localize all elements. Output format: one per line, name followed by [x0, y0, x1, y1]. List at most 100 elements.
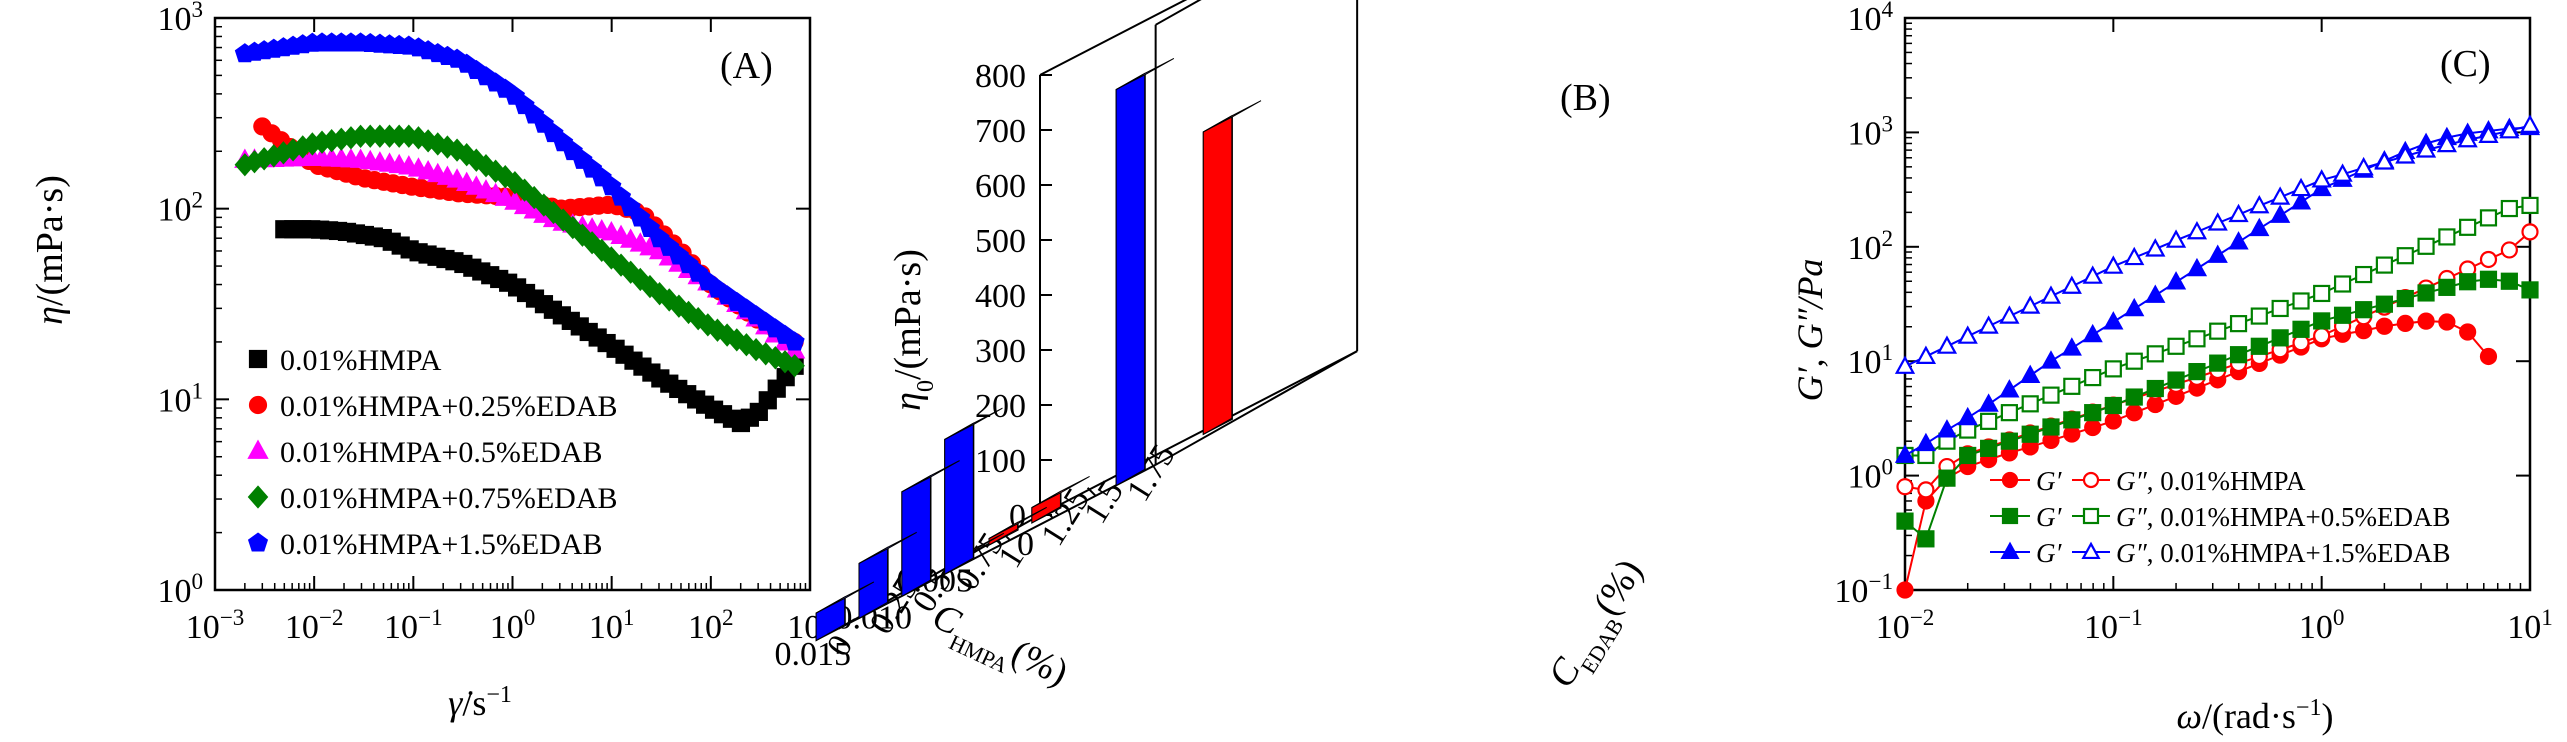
panel-c-point — [2375, 295, 2393, 313]
panel-c-point — [2396, 314, 2414, 333]
panel-c-x-tick-label-base: 10 — [1876, 609, 1910, 646]
panel-c-legend-label: G″, 0.01%HMPA+0.5%EDAB — [2116, 502, 2451, 532]
panel-c-point — [1936, 335, 1958, 354]
panel-c-point — [1915, 345, 1937, 364]
panel-a-x-tick-label: 10−1 — [384, 605, 443, 646]
panel-c-point — [2145, 284, 2166, 303]
panel-a-y-tick-label-base: 10 — [157, 382, 191, 419]
panel-c-point — [2165, 271, 2187, 290]
panel-c-legend-marker-open — [2082, 507, 2100, 525]
panel-b-x-tick — [844, 618, 856, 626]
panel-c-y-axis-label: G′, G″/Pa — [1790, 259, 1830, 402]
panel-c-x-tick-label-exponent: 0 — [2333, 605, 2345, 631]
panel-a-x-tick-label-exponent: 1 — [623, 605, 635, 631]
panel-c-legend-marker-open — [2082, 471, 2100, 489]
panel-c-y-tick-label: 103 — [1847, 111, 1893, 152]
panel-b-z-unit: /(mPa·s) — [887, 249, 929, 380]
panel-c-point — [2188, 363, 2206, 381]
panel-c-x-tick-label: 10−1 — [2084, 605, 2143, 646]
panel-b-bar-blue-front — [901, 474, 931, 598]
panel-a-point — [784, 331, 805, 351]
panel-a-legend-label: 0.01%HMPA — [280, 344, 442, 377]
panel-c-point — [2436, 133, 2457, 153]
panel-c-y-tick-label-base: 10 — [1847, 344, 1881, 381]
panel-c-x-tick-label-exponent: −2 — [1910, 605, 1935, 631]
panel-c-point — [1978, 393, 1999, 412]
panel-a-y-tick-label-base: 10 — [157, 573, 191, 610]
panel-c-point — [2125, 404, 2143, 422]
panel-c-point — [2519, 114, 2541, 133]
panel-c-point — [2145, 238, 2166, 257]
panel-c-point — [2249, 194, 2270, 214]
panel-a-legend-label: 0.01%HMPA+0.75%EDAB — [280, 482, 618, 515]
panel-a-legend-marker — [248, 395, 268, 415]
panel-b-bar-blue-front — [944, 422, 974, 576]
panel-c-point — [2396, 289, 2414, 308]
panel-c-point — [2167, 371, 2185, 389]
panel-c-point — [2313, 284, 2331, 303]
panel-c-point — [2250, 337, 2268, 355]
panel-c-point — [2355, 322, 2373, 340]
panel-a-y-tick-label: 103 — [157, 0, 203, 38]
panel-c-point — [2249, 217, 2270, 237]
panel-c-point — [2040, 285, 2062, 304]
panel-a-x-tick-label-exponent: 2 — [722, 605, 734, 631]
panel-b-z-tick-label: 700 — [975, 113, 1026, 150]
panel-c-point — [1957, 406, 1978, 426]
panel-c-x-tick-label-exponent: 1 — [2541, 605, 2553, 631]
panel-c-point — [2270, 186, 2291, 205]
panel-a-point — [707, 318, 728, 342]
panel-a-y-tick-label-base: 10 — [157, 1, 191, 38]
panel-a-y-tick-label-base: 10 — [157, 192, 191, 229]
panel-c-y-tick-label: 10−1 — [1834, 569, 1893, 610]
panel-b-bar-blue-top — [858, 531, 917, 564]
panel-c-point — [2271, 299, 2289, 318]
panel-b-bar-blue-top — [1115, 57, 1175, 91]
panel-c-y-tick-label-exponent: 0 — [1881, 455, 1893, 481]
panel-c-point — [2124, 246, 2145, 266]
panel-c-legend-marker-open — [2081, 541, 2101, 560]
panel-c-point — [1999, 379, 2020, 398]
panel-b-y-subscript: EDAB — [1575, 614, 1628, 678]
panel-b-y-tick — [1086, 487, 1097, 497]
panel-c-point — [2146, 379, 2164, 398]
panel-a-x-axis-label: γ̇/s−1 — [448, 682, 512, 723]
panel-c-point — [2084, 418, 2102, 437]
panel-c-y-tick-label-exponent: −1 — [1868, 569, 1893, 595]
panel-c-y-tick-label: 101 — [1847, 340, 1893, 381]
panel-c-point — [2188, 330, 2206, 348]
panel-a-x-tick-label: 101 — [589, 605, 635, 646]
panel-c-point — [2459, 218, 2477, 236]
panel-a-series-5 — [234, 32, 805, 351]
panel-c-point — [2042, 418, 2060, 436]
panel-c-point — [2355, 265, 2373, 284]
panel-a-y-tick-label-exponent: 2 — [191, 188, 203, 214]
panel-c-point — [2020, 295, 2041, 314]
panel-c-x-axis-label: ω/(rad·s−1) — [2177, 695, 2334, 736]
panel-c-point — [2459, 323, 2477, 341]
panel-c-x-tick-label-base: 10 — [2084, 609, 2118, 646]
panel-c-y-tick-label-base: 10 — [1847, 230, 1881, 267]
panel-c-point — [2332, 163, 2353, 182]
panel-b-y-axis-label: CEDAB(%) — [1540, 552, 1658, 699]
panel-a-y-tick-label-exponent: 3 — [191, 0, 203, 23]
panel-c-point — [2292, 320, 2310, 338]
panel-c-x-tick-label-base: 10 — [2299, 609, 2333, 646]
panel-c-point — [2021, 425, 2039, 443]
panel-c-point — [2479, 347, 2498, 366]
panel-c-point — [2311, 177, 2332, 197]
panel-c-y-tick-label-exponent: 2 — [1881, 226, 1893, 252]
panel-c-y-tick-label-exponent: 1 — [1881, 340, 1893, 366]
panel-a-y-tick-label: 102 — [157, 188, 203, 229]
panel-c-x-tick-label: 10−2 — [1876, 605, 1935, 646]
panel-c-point — [2104, 360, 2122, 378]
panel-c-legend-gprime: G′ — [2036, 538, 2062, 568]
panel-c-point — [2061, 275, 2082, 294]
panel-a-series-1 — [275, 220, 804, 433]
panel-c-point — [2063, 411, 2081, 429]
panel-b-bar-red-top — [988, 506, 1047, 539]
panel-c-point — [2271, 329, 2289, 347]
panel-c-legend-label: G″, 0.01%HMPA+1.5%EDAB — [2116, 538, 2451, 568]
panel-c-point — [2457, 128, 2478, 148]
panel-c-point — [2292, 292, 2310, 310]
